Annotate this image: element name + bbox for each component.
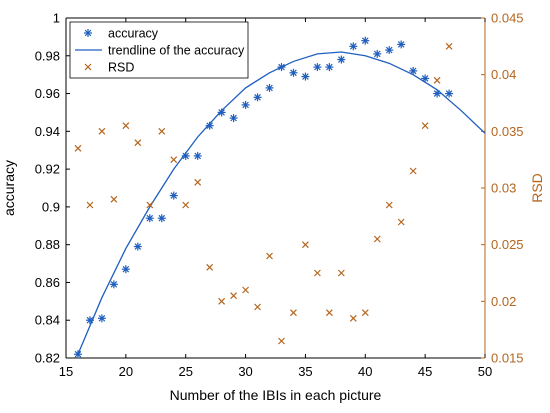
y-left-tick-label: 0.82: [35, 351, 60, 366]
y-left-tick-label: 0.9: [42, 199, 60, 214]
y-axis-right-label: RSD: [529, 173, 545, 203]
rsd-point: [302, 241, 309, 249]
rsd-point: [206, 263, 214, 271]
accuracy-point: [301, 72, 310, 81]
rsd-point: [230, 292, 238, 300]
accuracy-point: [313, 63, 322, 72]
rsd-point: [218, 297, 226, 305]
rsd-point: [409, 167, 417, 175]
accuracy-point: [349, 42, 358, 51]
rsd-point: [397, 218, 405, 226]
y-right-tick-label: 0.025: [491, 237, 524, 252]
rsd-point: [313, 269, 321, 277]
legend-asterisk-swatch: [84, 29, 92, 37]
y-right-tick-label: 0.015: [491, 351, 524, 366]
accuracy-point: [361, 36, 370, 45]
accuracy-point: [157, 214, 166, 223]
accuracy-point: [193, 151, 202, 160]
x-tick-label: 45: [418, 364, 432, 379]
accuracy-point: [121, 265, 130, 274]
rsd-point: [242, 286, 249, 294]
accuracy-point: [217, 108, 226, 117]
y-right-tick-label: 0.04: [491, 67, 516, 82]
rsd-point: [86, 201, 94, 209]
accuracy-point: [253, 93, 262, 102]
x-tick-label: 35: [298, 364, 312, 379]
y-left-tick-label: 0.92: [35, 162, 60, 177]
accuracy-point: [169, 191, 178, 200]
y-left-tick-label: 0.94: [35, 124, 60, 139]
x-tick-label: 15: [59, 364, 73, 379]
rsd-point: [134, 139, 142, 147]
accuracy-point: [325, 63, 334, 72]
x-tick-label: 50: [478, 364, 492, 379]
y-left-tick-label: 1: [53, 11, 60, 26]
rsd-point: [325, 309, 333, 317]
rsd-point: [278, 337, 285, 345]
y-left-tick-label: 0.84: [35, 313, 60, 328]
plot-area: 15 20 25 30 35 40 45 50 0.82 0.84 0.86 0.88 0.9 0.92 0…: [35, 11, 524, 380]
accuracy-point: [109, 280, 118, 289]
rsd-point: [194, 178, 202, 186]
rsd-point: [182, 201, 190, 209]
rsd-point: [254, 303, 261, 311]
rsd-point: [170, 156, 178, 164]
rsd-point: [146, 201, 154, 209]
rsd-point: [290, 309, 297, 317]
rsd-point: [349, 314, 357, 322]
y-right-tick-label: 0.02: [491, 294, 516, 309]
accuracy-point: [97, 314, 106, 323]
accuracy-point: [385, 46, 394, 55]
rsd-point: [266, 252, 273, 260]
y-left-tick-label: 0.86: [35, 275, 60, 290]
accuracy-point: [145, 214, 154, 223]
rsd-point: [361, 309, 369, 317]
legend-label: RSD: [108, 61, 134, 75]
legend-x-swatch: [84, 63, 92, 71]
rsd-point: [74, 144, 82, 152]
rsd-point: [158, 127, 166, 135]
accuracy-point: [373, 49, 382, 58]
y-right-tick-label: 0.045: [491, 11, 524, 26]
trendline-path: [77, 51, 486, 355]
x-axis-label: Number of the IBIs in each picture: [170, 387, 382, 403]
accuracy-point: [337, 55, 346, 64]
rsd-point: [385, 201, 393, 209]
rsd-point: [337, 269, 345, 277]
accuracy-point: [229, 114, 238, 123]
accuracy-point: [433, 89, 442, 98]
accuracy-point: [133, 242, 142, 251]
legend-label: accuracy: [108, 27, 159, 41]
accuracy-point: [421, 74, 430, 83]
accuracy-point: [265, 83, 274, 92]
y-left-tick-label: 0.98: [35, 48, 60, 63]
rsd-point: [98, 127, 106, 135]
accuracy-point: [73, 350, 82, 359]
rsd-point: [421, 122, 429, 130]
y-left-tick-label: 0.96: [35, 86, 60, 101]
accuracy-point: [397, 40, 406, 49]
accuracy-point: [289, 68, 298, 77]
y-axis-left-label: accuracy: [1, 160, 17, 216]
y-right-tick-label: 0.035: [491, 124, 524, 139]
rsd-point: [373, 235, 381, 243]
rsd-point: [110, 195, 118, 203]
accuracy-point: [409, 66, 418, 75]
y-right-tick-label: 0.03: [491, 181, 516, 196]
x-tick-label: 40: [358, 364, 372, 379]
x-tick-label: 30: [238, 364, 252, 379]
accuracy-point: [445, 89, 454, 98]
rsd-point: [122, 122, 130, 130]
accuracy-point: [241, 100, 250, 109]
y-left-tick-label: 0.88: [35, 237, 60, 252]
legend-label: trendline of the accuracy: [108, 44, 245, 58]
rsd-point: [433, 76, 441, 84]
x-tick-label: 20: [119, 364, 133, 379]
legend: accuracy trendline of the accuracy RSD: [69, 21, 249, 79]
x-tick-label: 25: [178, 364, 192, 379]
rsd-point: [445, 42, 453, 50]
